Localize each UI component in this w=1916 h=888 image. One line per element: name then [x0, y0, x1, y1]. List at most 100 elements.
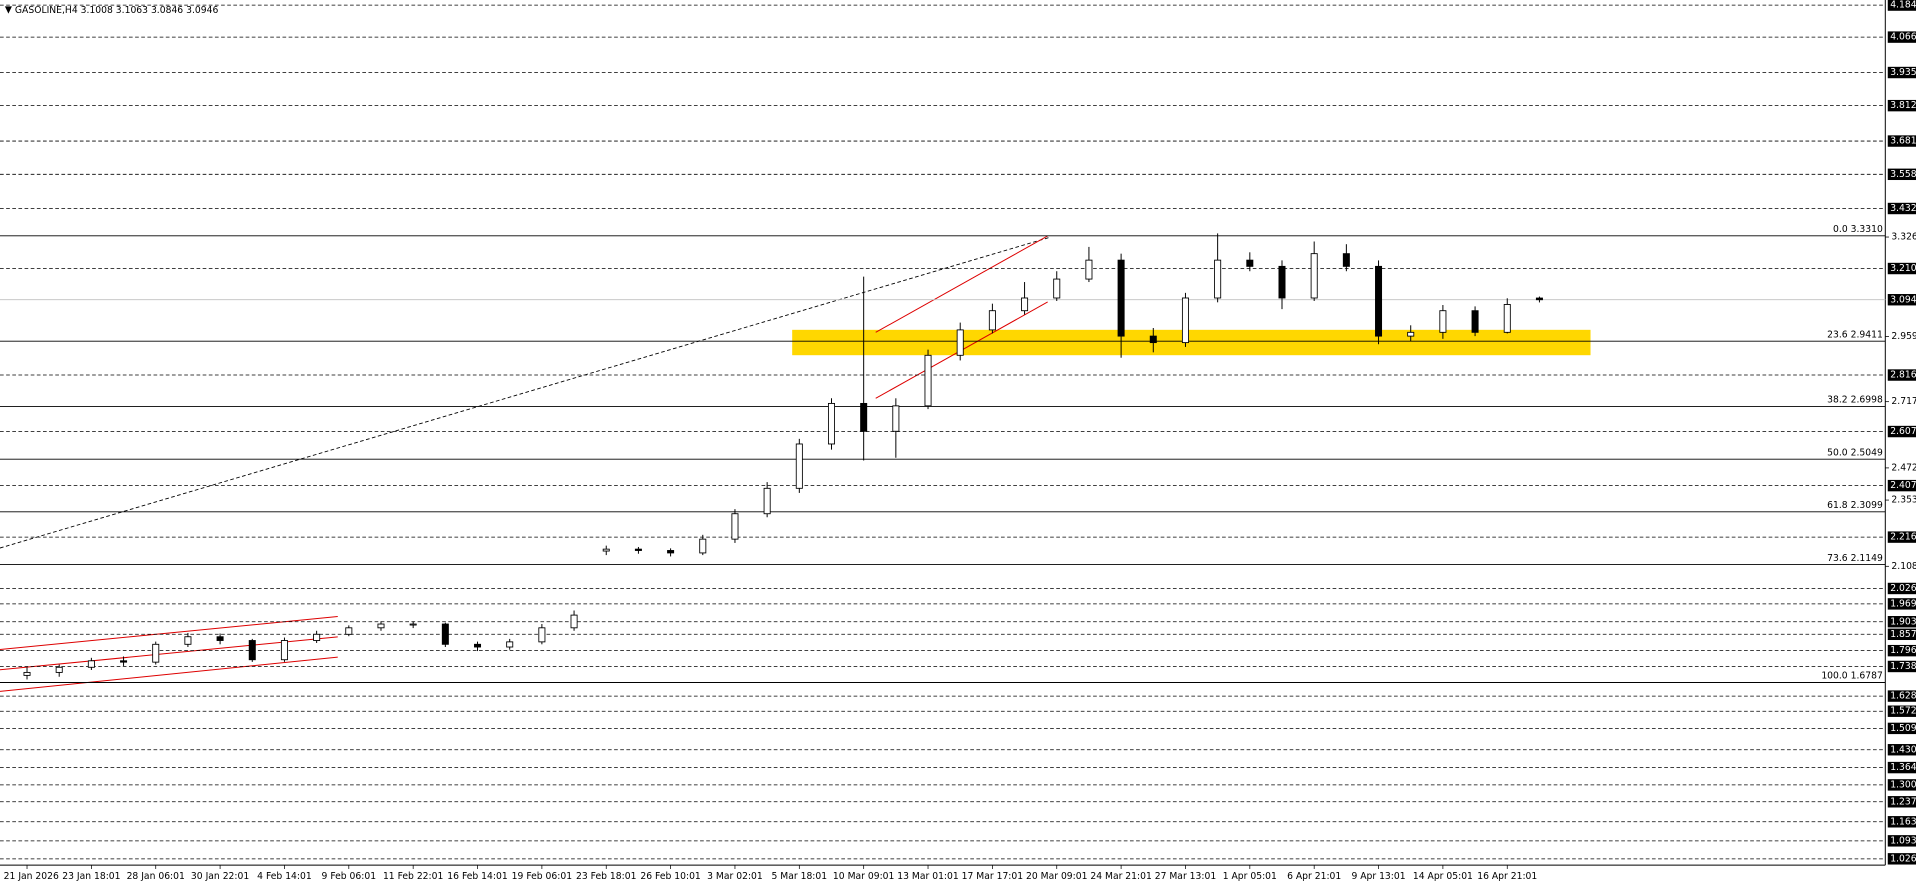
x-tick-label: 24 Mar 21:01: [1090, 871, 1152, 882]
level-label-box: [1887, 744, 1916, 756]
level-label-box: [1887, 628, 1916, 641]
x-tick-label: 21 Jan 2026: [4, 871, 59, 882]
level-label: 4.1845: [1890, 0, 1916, 11]
candle-body: [248, 640, 256, 661]
level-label: 3.6815: [1890, 135, 1916, 146]
candle-body: [1503, 304, 1511, 333]
level-label: 1.1635: [1890, 816, 1916, 827]
fib-label: 38.2 2.6998: [1827, 395, 1883, 406]
candle-body: [860, 402, 868, 432]
candle-body: [506, 641, 514, 648]
channel-line: [875, 235, 1048, 333]
level-label: 1.6285: [1890, 690, 1916, 701]
candle-body: [1246, 259, 1254, 267]
candle-body: [1085, 259, 1093, 280]
candle-body: [216, 636, 224, 641]
candle-body: [1278, 265, 1286, 299]
level-label-box: [1887, 31, 1916, 43]
candle-body: [1471, 310, 1479, 333]
y-tick-label: 2.3535: [1891, 494, 1916, 505]
last-open: 3.1008: [81, 5, 113, 16]
level-label-box: [1887, 66, 1916, 79]
level-label: 1.3640: [1890, 762, 1916, 773]
x-tick-label: 10 Mar 09:01: [833, 871, 895, 882]
level-label: 1.9695: [1890, 598, 1916, 609]
level-label: 3.9350: [1890, 67, 1916, 78]
candle-body: [1375, 265, 1383, 337]
level-label-box: [1887, 816, 1916, 828]
level-label-box: [1887, 135, 1916, 147]
candle-body: [956, 329, 964, 356]
level-label: 1.0265: [1890, 853, 1916, 864]
fib-label: 23.6 2.9411: [1827, 329, 1883, 340]
candle-body: [1535, 297, 1543, 301]
candle-body: [1214, 259, 1222, 299]
x-tick-label: 4 Feb 14:01: [257, 871, 312, 882]
last-high: 3.1063: [116, 5, 148, 16]
x-tick-label: 3 Mar 02:01: [707, 871, 763, 882]
x-tick-label: 23 Jan 18:01: [62, 871, 120, 882]
candle-body: [1407, 331, 1415, 337]
level-label-box: [1887, 705, 1916, 717]
level-label-box: [1887, 796, 1916, 808]
candle-body: [1181, 297, 1189, 344]
candle-body: [924, 354, 932, 407]
level-label: 3.4320: [1890, 203, 1916, 214]
level-label-box: [1887, 660, 1916, 673]
level-label: 2.6070: [1890, 426, 1916, 437]
x-tick-label: 16 Apr 21:01: [1477, 871, 1537, 882]
level-label-box: [1887, 479, 1916, 492]
price-label-box: [1887, 294, 1916, 306]
level-label: 3.2100: [1890, 263, 1916, 274]
price-label: 3.0946: [1890, 294, 1916, 305]
candle-body: [184, 636, 192, 645]
candle-body: [667, 550, 675, 554]
candle-body: [988, 310, 996, 331]
y-tick-label: 2.7175: [1891, 396, 1916, 407]
candle-body: [1021, 297, 1029, 312]
level-label-box: [1887, 690, 1916, 702]
x-tick-label: 1 Apr 05:01: [1223, 871, 1277, 882]
level-label-box: [1887, 835, 1916, 847]
candle-body: [1439, 310, 1447, 333]
level-label: 1.4300: [1890, 744, 1916, 755]
level-label-box: [1887, 761, 1916, 774]
level-label: 3.5585: [1890, 169, 1916, 180]
candle-body: [602, 548, 610, 552]
y-tick-label: 3.3265: [1891, 231, 1916, 242]
candle-body: [87, 660, 95, 668]
fib-label: 61.8 2.3099: [1827, 500, 1883, 511]
candle-body: [827, 402, 835, 445]
level-label-box: [1887, 369, 1916, 381]
header: ▼ GASOLINE,H4 3.1008 3.1063 3.0846 3.094…: [5, 5, 218, 16]
level-label: 3.8125: [1890, 100, 1916, 111]
last-low: 3.0846: [151, 5, 183, 16]
trend-line: [0, 236, 1051, 549]
candle-body: [280, 640, 288, 661]
x-tick-label: 26 Feb 10:01: [640, 871, 700, 882]
candle-body: [441, 623, 449, 645]
candle-body: [538, 627, 546, 643]
level-label-box: [1887, 425, 1916, 438]
level-label-box: [1887, 616, 1916, 628]
level-label: 1.2375: [1890, 796, 1916, 807]
candle-body: [1117, 259, 1125, 337]
zone: [792, 329, 1591, 356]
level-label: 1.7965: [1890, 645, 1916, 656]
x-tick-label: 9 Apr 13:01: [1351, 871, 1405, 882]
level-label-box: [1887, 598, 1916, 610]
y-tick-label: 2.9590: [1891, 331, 1916, 342]
level-label: 2.2165: [1890, 532, 1916, 543]
channel-line: [0, 616, 338, 651]
candle-body: [1149, 335, 1157, 344]
level-label-box: [1887, 202, 1916, 215]
candle-body: [23, 671, 31, 676]
x-tick-label: 20 Mar 09:01: [1026, 871, 1088, 882]
x-tick-label: 27 Mar 13:01: [1155, 871, 1217, 882]
level-label: 4.0660: [1890, 32, 1916, 43]
level-label-box: [1887, 168, 1916, 181]
x-tick-label: 5 Mar 18:01: [772, 871, 828, 882]
y-tick-label: 2.4725: [1891, 462, 1916, 473]
